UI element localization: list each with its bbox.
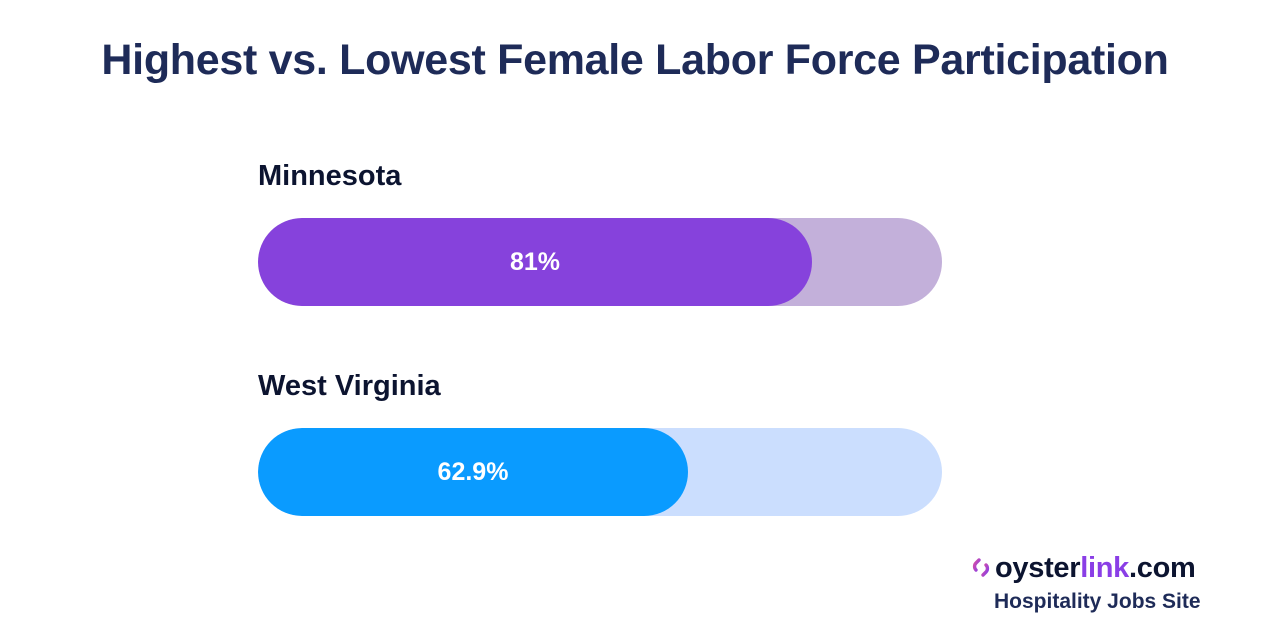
bar-value-label: 62.9% [437, 458, 509, 486]
bar-track: 81% [258, 218, 942, 306]
oysterlink-logo[interactable]: oyster link .com Hospitality Jobs Site [972, 548, 1232, 614]
oyster-link-icon [972, 558, 990, 577]
bar [258, 218, 812, 306]
bar-track: 62.9% [258, 428, 942, 516]
chart-title: Highest vs. Lowest Female Labor Force Pa… [101, 36, 1169, 84]
category-label: West Virginia [258, 370, 441, 402]
bar-value-label: 81% [509, 248, 561, 276]
logo-tagline: Hospitality Jobs Site [994, 590, 1201, 613]
logo-wordmark: oyster link .com [972, 548, 1232, 588]
category-label: Minnesota [258, 160, 402, 192]
bar [258, 428, 688, 516]
logo-text-oyster: oyster [995, 551, 1081, 584]
logo-text-link: link [1080, 551, 1130, 584]
logo-text-dotcom: .com [1129, 551, 1196, 584]
